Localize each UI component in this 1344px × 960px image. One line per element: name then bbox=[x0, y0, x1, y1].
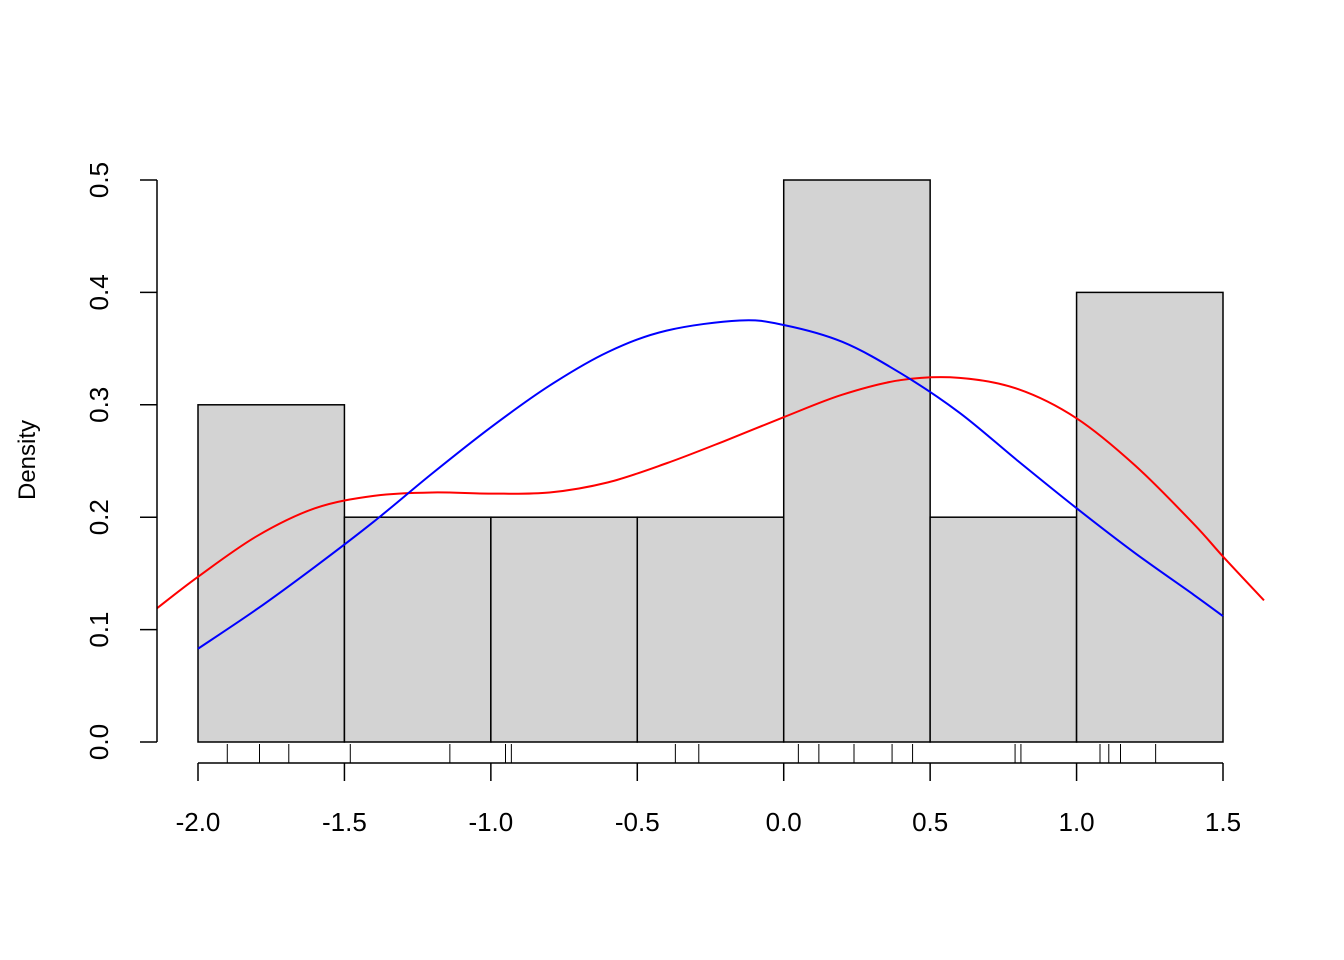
x-tick-label-6: 1.0 bbox=[1058, 807, 1094, 837]
histogram-bar-1 bbox=[343, 516, 492, 743]
histogram-bar-6 bbox=[1075, 291, 1224, 743]
density-curve-1 bbox=[197, 319, 1224, 650]
histogram-bar-4 bbox=[782, 179, 931, 743]
x-tick-label-4: 0.0 bbox=[766, 807, 802, 837]
x-tick-label-2: -1.0 bbox=[468, 807, 513, 837]
density-curve-0 bbox=[156, 376, 1265, 610]
density-curves bbox=[156, 319, 1265, 650]
y-tick-label-2: 0.2 bbox=[84, 499, 114, 535]
y-tick-label-3: 0.3 bbox=[84, 387, 114, 423]
x-axis: -2.0 -1.5 -1.0 -0.5 0.0 0.5 1.0 1.5 bbox=[176, 762, 1241, 837]
y-tick-label-0: 0.0 bbox=[84, 724, 114, 760]
histogram-bar-3 bbox=[636, 516, 785, 743]
y-tick-label-4: 0.4 bbox=[84, 274, 114, 310]
x-tick-label-0: -2.0 bbox=[176, 807, 221, 837]
histogram-bars bbox=[197, 179, 1224, 743]
histogram-bar-0 bbox=[197, 404, 346, 743]
y-axis: 0.0 0.1 0.2 0.3 0.4 0.5 bbox=[84, 162, 158, 760]
y-axis-title: Density bbox=[14, 420, 41, 500]
rug-marks bbox=[226, 744, 1157, 763]
histogram-bar-5 bbox=[929, 516, 1078, 743]
x-tick-label-5: 0.5 bbox=[912, 807, 948, 837]
x-tick-label-3: -0.5 bbox=[615, 807, 660, 837]
y-tick-label-1: 0.1 bbox=[84, 612, 114, 648]
x-tick-label-1: -1.5 bbox=[322, 807, 367, 837]
x-tick-label-7: 1.5 bbox=[1205, 807, 1241, 837]
y-tick-label-5: 0.5 bbox=[84, 162, 114, 198]
histogram-bar-2 bbox=[490, 516, 639, 743]
